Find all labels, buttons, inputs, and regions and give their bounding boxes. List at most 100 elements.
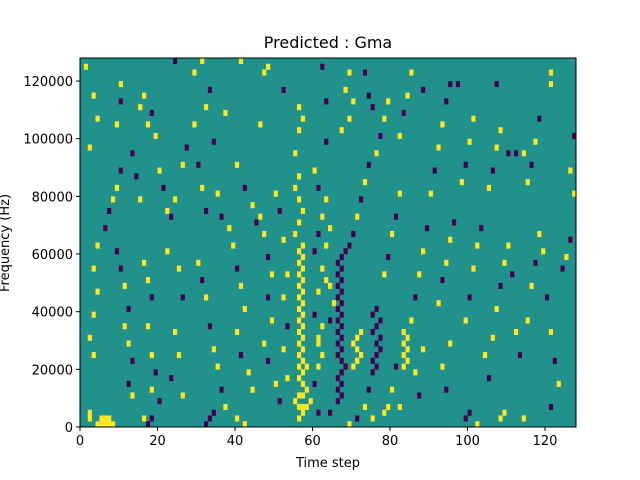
heatmap-cell (328, 409, 333, 416)
heatmap-cell (293, 184, 298, 191)
heatmap-cell (130, 392, 135, 399)
heatmap-cell (281, 294, 286, 301)
heatmap-cell (281, 236, 286, 243)
heatmap-cell (448, 81, 453, 88)
heatmap-cell (118, 81, 123, 88)
heatmap-cell (126, 340, 131, 347)
heatmap-cell (269, 317, 275, 324)
heatmap-cell (355, 213, 360, 220)
heatmap-cell (300, 300, 306, 307)
heatmap-cell (242, 184, 247, 191)
heatmap-cell (266, 357, 271, 364)
heatmap-cell (300, 403, 306, 411)
y-axis-label: Frequency (Hz) (0, 194, 13, 292)
heatmap-cell (335, 375, 340, 382)
heatmap-cell (374, 323, 379, 330)
heatmap-cell (560, 265, 565, 272)
heatmap-cell (297, 305, 302, 312)
heatmap-cell (95, 421, 100, 428)
heatmap-cell (111, 421, 116, 428)
heatmap-cell (366, 386, 371, 393)
heatmap-cell (308, 398, 313, 405)
heatmap-cell (529, 161, 534, 168)
heatmap-cell (258, 121, 263, 128)
heatmap-cell (359, 352, 364, 359)
heatmap-cell (564, 254, 569, 261)
x-tick-label: 0 (76, 434, 84, 449)
heatmap-cell (165, 248, 170, 255)
heatmap-cell (266, 254, 271, 261)
heatmap-cell (176, 265, 182, 272)
heatmap-cell (122, 323, 127, 330)
heatmap-cell (347, 115, 352, 122)
heatmap-cell (421, 346, 426, 353)
heatmap-cell (366, 161, 371, 168)
heatmap-cell (273, 380, 278, 387)
heatmap-cell (366, 92, 371, 99)
heatmap-cell (568, 167, 573, 174)
heatmap-cell (347, 242, 352, 249)
heatmap-cell (103, 421, 108, 428)
heatmap-cell (339, 277, 344, 284)
heatmap-cell (475, 421, 480, 428)
heatmap-cell (231, 242, 236, 249)
heatmap-cell (107, 421, 112, 428)
heatmap-cell (297, 271, 302, 278)
heatmap-cell (498, 415, 503, 422)
heatmap-cell (401, 363, 406, 370)
heatmap-cell (99, 415, 104, 422)
heatmap-cell (297, 317, 302, 324)
heatmap-cell (347, 69, 352, 76)
heatmap-cell (405, 92, 410, 99)
heatmap-cell (316, 334, 321, 341)
heatmap-cell (207, 415, 213, 422)
heatmap-cell (541, 248, 546, 255)
heatmap-cell (320, 352, 325, 359)
heatmap-cell (114, 248, 120, 255)
heatmap-cell (235, 328, 240, 336)
heatmap-cell (312, 248, 317, 255)
heatmap-cell (467, 409, 472, 416)
heatmap-cell (483, 352, 488, 359)
heatmap-cell (444, 98, 449, 105)
x-tick-label: 100 (455, 434, 480, 449)
heatmap-cell (142, 415, 147, 422)
heatmap-cell (463, 161, 468, 168)
heatmap-cell (262, 340, 267, 347)
heatmap-cell (355, 357, 360, 364)
heatmap-cell (204, 294, 209, 301)
x-axis-label: Time step (295, 456, 360, 471)
heatmap-cell (126, 380, 131, 387)
heatmap-cell (339, 300, 344, 307)
heatmap-cell (320, 265, 325, 272)
heatmap-cell (293, 230, 298, 238)
heatmap-cell (339, 127, 344, 134)
heatmap-cell (374, 363, 379, 370)
heatmap-cell (339, 265, 344, 272)
heatmap-cell (219, 213, 224, 220)
heatmap-cell (173, 328, 178, 336)
y-tick-label: 60000 (32, 248, 73, 263)
heatmap-cell (525, 317, 530, 324)
heatmap-cell (312, 167, 317, 174)
heatmap-cell (304, 363, 309, 370)
heatmap-cell (324, 242, 329, 249)
heatmap-cell (440, 363, 445, 370)
heatmap-cell (300, 357, 306, 364)
heatmap-cell (339, 357, 344, 364)
heatmap-cell (87, 144, 92, 151)
heatmap-cell (378, 317, 383, 324)
x-tick-label: 80 (382, 434, 399, 449)
heatmap-cell (390, 386, 395, 393)
heatmap-cell (351, 340, 356, 347)
heatmap-cell (215, 363, 220, 370)
heatmap-cell (351, 230, 356, 238)
heatmap-cell (242, 421, 247, 428)
heatmap-cell (506, 150, 511, 157)
heatmap-cell (153, 132, 158, 140)
heatmap-cell (281, 86, 286, 93)
heatmap-cell (444, 259, 449, 266)
heatmap-cell (498, 127, 503, 134)
heatmap-cell (316, 409, 321, 416)
heatmap-cell (250, 386, 255, 393)
